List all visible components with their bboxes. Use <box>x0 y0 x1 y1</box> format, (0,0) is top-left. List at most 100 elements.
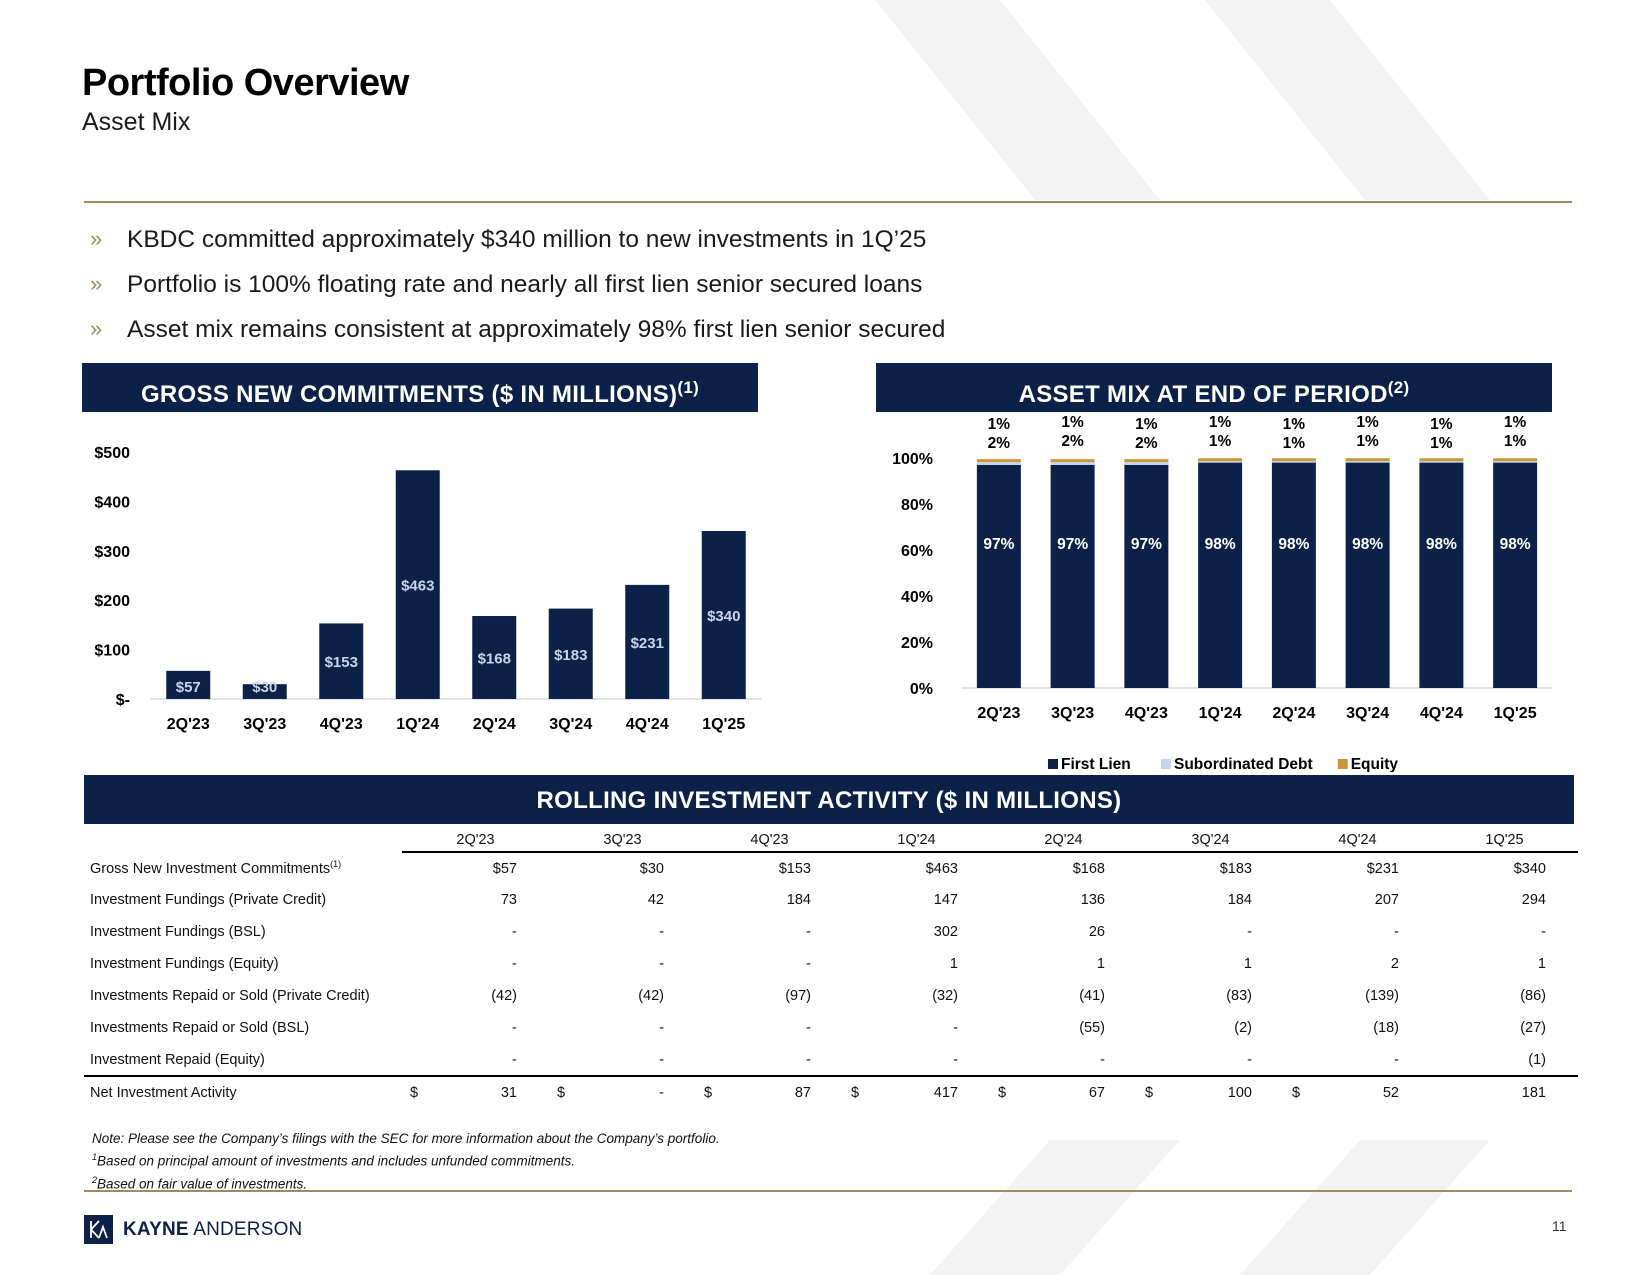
bar-data-label: $340 <box>707 608 740 625</box>
table-cell: (42) <box>491 988 517 1004</box>
table-cell: 1 <box>1096 956 1105 972</box>
commitments-banner-title: GROSS NEW COMMITMENTS ($ IN MILLIONS) <box>140 381 678 408</box>
y-tick-label: $100 <box>94 643 130 660</box>
table-cell: $231 <box>1366 860 1399 877</box>
total-value: 417 <box>933 1084 958 1101</box>
equity-data-label: 1% <box>988 416 1011 433</box>
table-cell: 207 <box>1374 892 1399 908</box>
table-cell: 184 <box>1227 892 1252 908</box>
currency-symbol: $ <box>704 1084 713 1101</box>
table-cell: (41) <box>1079 988 1105 1004</box>
column-header: 2Q'23 <box>402 828 549 853</box>
table-cell: - <box>1247 1051 1252 1068</box>
bar-data-label: $168 <box>478 651 511 668</box>
total-value: 52 <box>1382 1084 1399 1101</box>
x-tick-label: 1Q'25 <box>702 716 745 733</box>
table-cell: 294 <box>1521 892 1546 908</box>
y-tick-label: $- <box>116 692 130 709</box>
table-cell: $57 <box>492 860 517 877</box>
table-cell: - <box>806 956 811 972</box>
bar <box>548 608 593 699</box>
equity-segment <box>1493 458 1538 462</box>
x-tick-label: 4Q'23 <box>320 716 363 733</box>
legend-swatch <box>1337 759 1348 769</box>
table-row: Investments Repaid or Sold (BSL) - - - -… <box>84 1012 1578 1044</box>
table-cell: 184 <box>786 892 811 908</box>
row-footnote-ref: (1) <box>330 859 342 870</box>
currency-symbol: $ <box>851 1084 860 1101</box>
table-cell: $ - <box>549 1075 696 1108</box>
bar-data-label: $153 <box>325 654 358 671</box>
table-row: Investment Fundings (Equity) - - - 1 1 1… <box>84 948 1578 980</box>
bar <box>701 531 746 699</box>
subordinated-debt-data-label: 1% <box>1430 435 1453 452</box>
subordinated-debt-data-label: 2% <box>1135 435 1158 452</box>
footnote-text: Based on principal amount of investments… <box>97 1153 576 1169</box>
table-cell: - <box>1394 924 1399 940</box>
table-cell: $31 <box>402 1075 549 1108</box>
first-lien-data-label: 98% <box>1205 536 1236 553</box>
footnotes: Note: Please see the Company’s filings w… <box>92 1130 720 1193</box>
row-label: Investment Repaid (Equity) <box>90 1051 265 1068</box>
bar-data-label: $183 <box>554 647 587 664</box>
equity-segment <box>1419 458 1464 462</box>
bullet-text: Portfolio is 100% floating rate and near… <box>127 271 923 298</box>
legend-label: First Lien <box>1061 756 1131 772</box>
x-tick-label: 1Q'24 <box>1199 705 1242 722</box>
header-divider <box>84 201 1572 203</box>
commitments-footnote-ref: (1) <box>677 378 700 397</box>
asset-mix-stacked-bar-chart: 0% 20% 40% 60% 80% 100% 97% 1% 2% 2Q'23 97% 1% 2% 3Q'… <box>892 414 1552 772</box>
y-tick-label: $500 <box>94 445 130 462</box>
table-cell: - <box>659 956 664 972</box>
bar-data-label: $231 <box>631 635 664 652</box>
table-cell: (2) <box>1234 1020 1252 1036</box>
table-cell: - <box>806 924 811 940</box>
x-tick-label: 3Q'23 <box>1051 705 1094 722</box>
subordinated-debt-data-label: 1% <box>1283 435 1306 452</box>
row-label: Gross New Investment Commitments(1) <box>84 852 402 884</box>
bar <box>242 684 287 699</box>
table-cell: 42 <box>647 892 664 908</box>
table-header-empty <box>84 828 402 852</box>
x-tick-label: 3Q'24 <box>1346 705 1389 722</box>
equity-data-label: 1% <box>1061 414 1084 431</box>
bullet-list: » KBDC committed approximately $340 milli… <box>90 226 945 361</box>
logo-word-rest: ANDERSON <box>188 1218 303 1240</box>
first-lien-segment <box>1271 462 1316 688</box>
table-cell: $463 <box>925 860 958 877</box>
bar-data-label: $57 <box>176 679 201 696</box>
table-cell: - <box>953 1020 958 1036</box>
equity-segment <box>1050 459 1095 463</box>
y-tick-label: 60% <box>901 543 933 560</box>
table-row: Investment Fundings (Private Credit) 73 … <box>84 884 1578 916</box>
column-header: 1Q'24 <box>843 828 990 853</box>
logo-wordmark: KAYNE ANDERSON <box>123 1219 302 1241</box>
footer-divider <box>84 1190 1572 1192</box>
x-tick-label: 1Q'25 <box>1494 705 1537 722</box>
table-cell: 302 <box>933 924 958 940</box>
first-lien-segment <box>1345 462 1390 688</box>
x-tick-label: 4Q'24 <box>1420 705 1463 722</box>
commitments-banner: GROSS NEW COMMITMENTS ($ IN MILLIONS)(1) <box>82 363 758 412</box>
first-lien-segment <box>1493 462 1538 688</box>
kayne-anderson-logo-icon <box>84 1215 113 1244</box>
equity-segment <box>976 459 1021 463</box>
y-tick-label: 20% <box>901 635 933 652</box>
first-lien-data-label: 98% <box>1352 536 1383 553</box>
table-cell: $52 <box>1284 1075 1431 1108</box>
table-cell: - <box>512 1020 517 1036</box>
legend-label: Equity <box>1351 756 1399 772</box>
column-header: 3Q'24 <box>1137 828 1284 853</box>
table-cell: $168 <box>1072 860 1105 877</box>
asset-mix-footnote-ref: (2) <box>1387 378 1410 397</box>
total-value: - <box>659 1084 664 1101</box>
subordinated-debt-data-label: 2% <box>988 435 1011 452</box>
equity-segment <box>1271 458 1316 462</box>
table-cell: 2 <box>1390 956 1399 972</box>
column-header: 4Q'24 <box>1284 828 1431 853</box>
total-value: 31 <box>500 1084 517 1101</box>
total-value: 100 <box>1227 1084 1252 1101</box>
table-cell: - <box>512 924 517 940</box>
table-total-row: Net Investment Activity $31 $ - $87 $417 … <box>84 1075 1578 1108</box>
equity-data-label: 1% <box>1135 416 1158 433</box>
